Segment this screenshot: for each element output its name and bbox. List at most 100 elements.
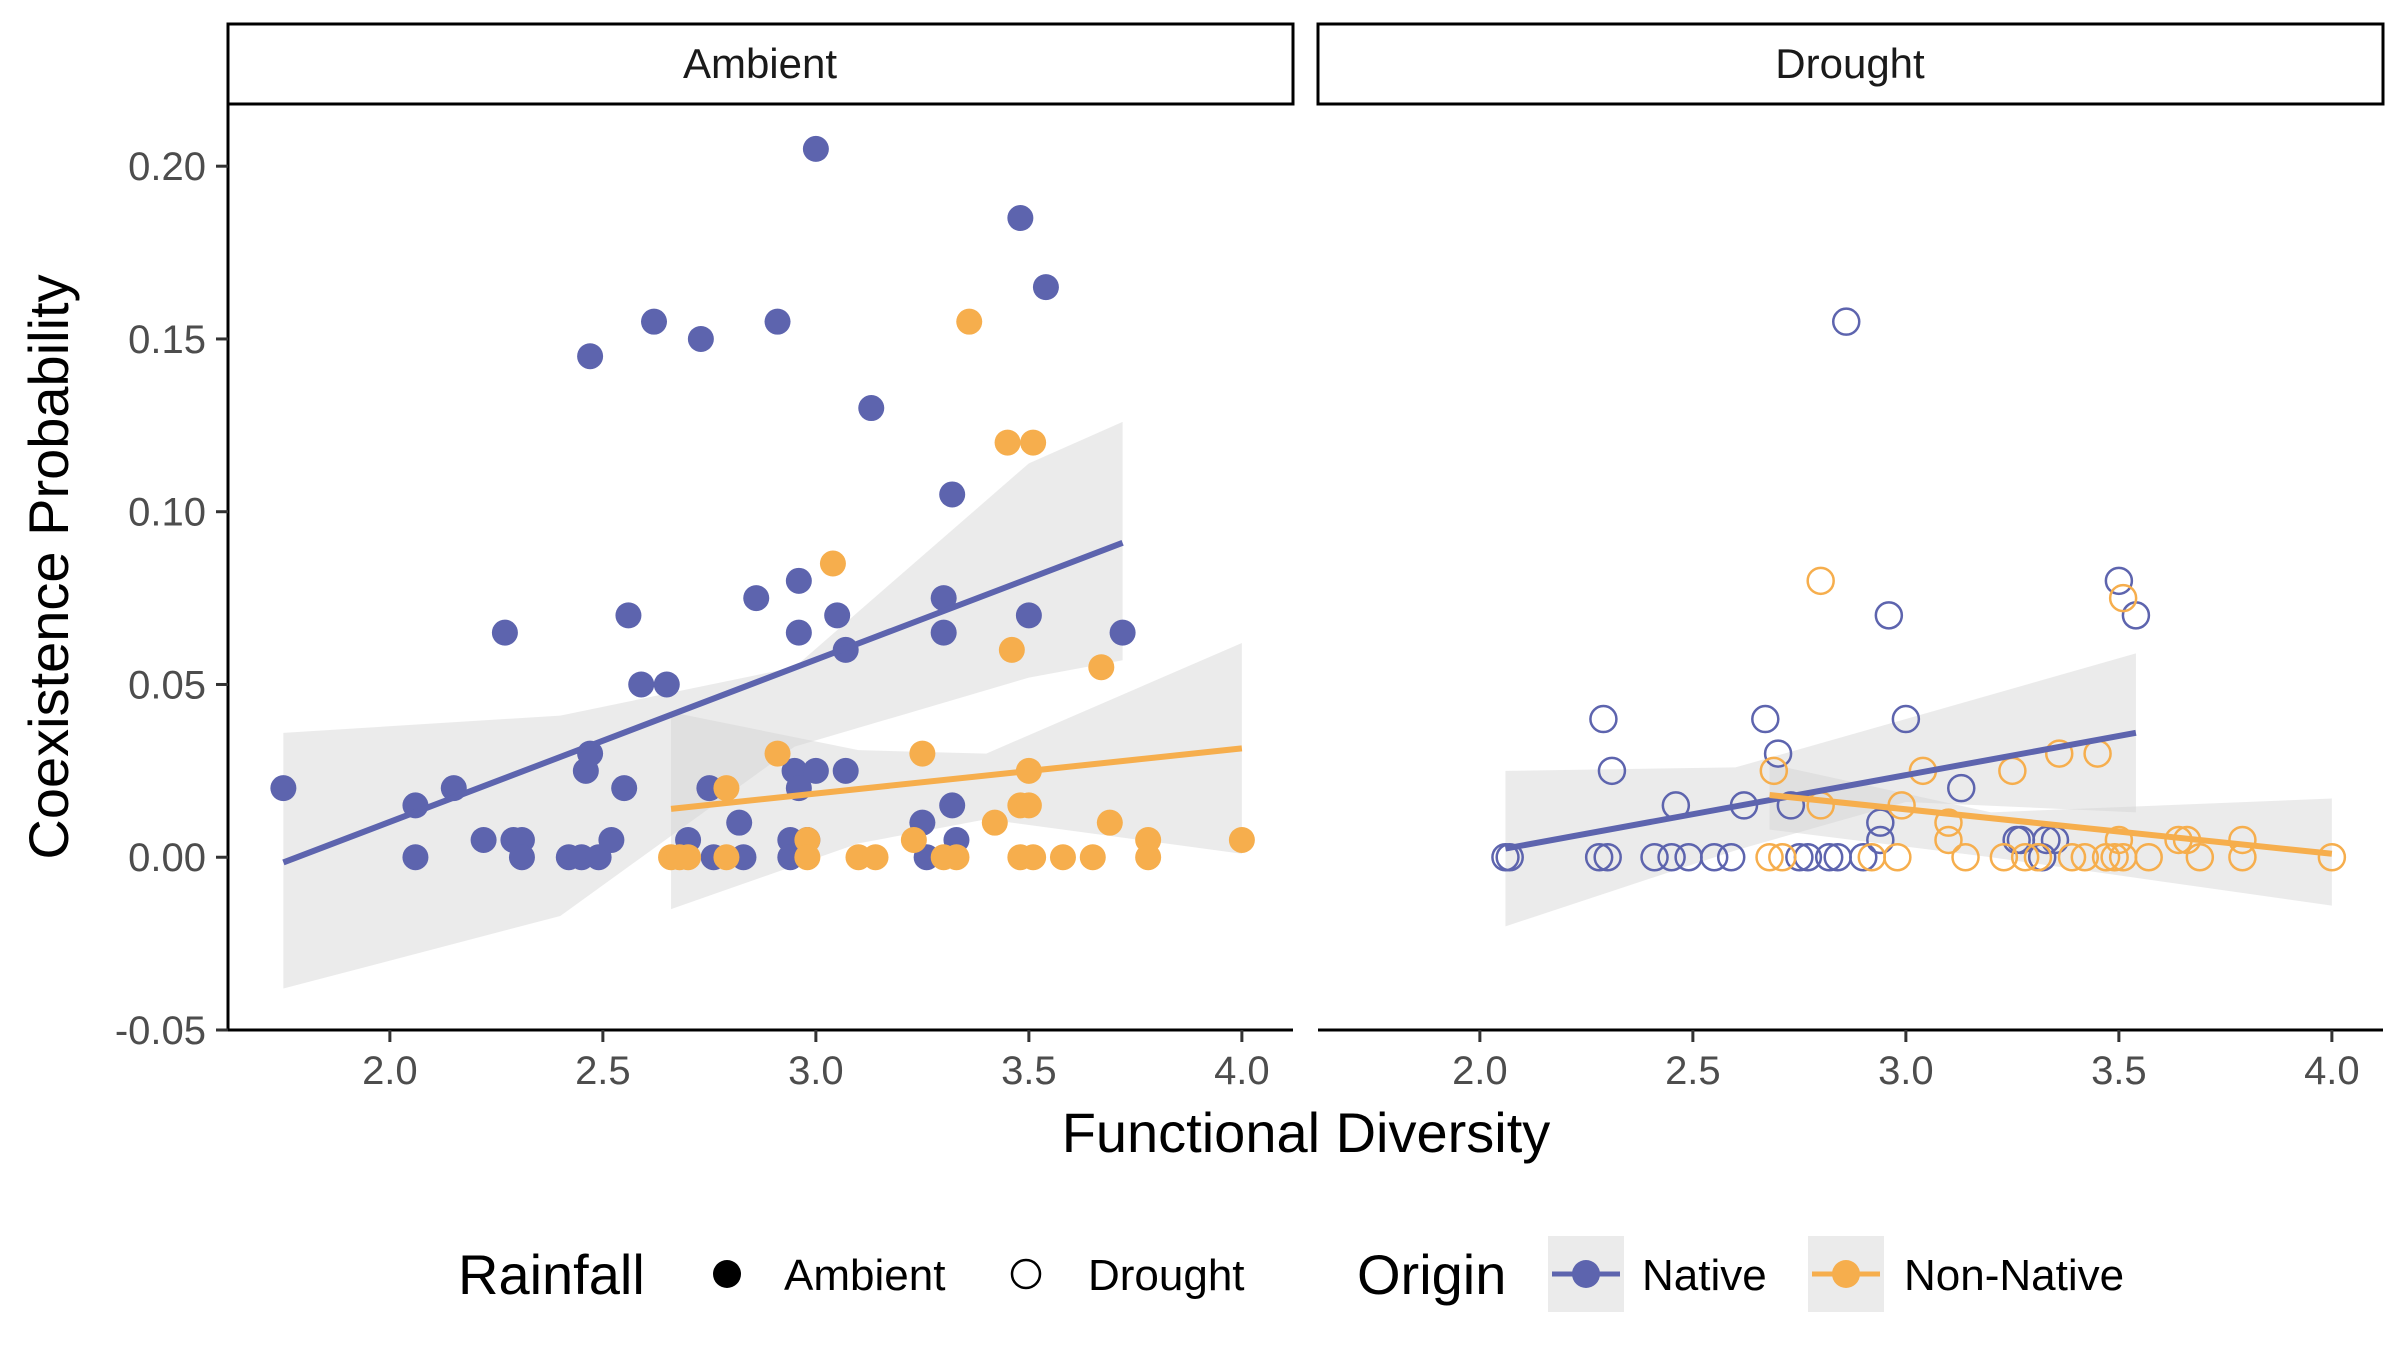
point-non-native	[2228, 825, 2257, 855]
point-non-native	[1755, 842, 1784, 872]
point-non-native	[1096, 809, 1123, 836]
y-tick-label: 0.05	[128, 663, 206, 707]
facet-strip-ambient: Ambient	[226, 22, 1295, 106]
point-native	[1891, 704, 1921, 734]
point-native	[1785, 842, 1814, 872]
point-native	[1589, 704, 1618, 734]
point-non-native	[1768, 842, 1797, 872]
point-native	[628, 671, 655, 698]
point-native	[1776, 791, 1806, 820]
point-native	[1814, 842, 1844, 872]
legend-label-drought: Drought	[1088, 1251, 1245, 1300]
point-non-native	[1989, 842, 2019, 872]
point-non-native	[2104, 825, 2134, 855]
x-tick-label: 2.0	[1452, 1049, 1508, 1093]
legend-key-drought	[1010, 1258, 1042, 1290]
x-axis-title: Functional Diversity	[1062, 1101, 1551, 1164]
point-non-native	[1135, 844, 1162, 871]
point-native	[1007, 205, 1034, 232]
point-native	[1584, 842, 1614, 872]
point-non-native	[2010, 842, 2040, 872]
point-non-native	[1934, 825, 1963, 855]
point-native	[743, 585, 770, 612]
axes	[226, 104, 2383, 1032]
point-native	[687, 325, 714, 352]
point-non-native	[2185, 842, 2215, 872]
point-non-native	[713, 775, 740, 802]
fit-line-native	[1504, 729, 2137, 852]
x-tick-label: 3.5	[2091, 1049, 2147, 1093]
point-non-native	[675, 844, 702, 871]
legend: Rainfall Ambient Drought Origin Native N…	[458, 1236, 2124, 1312]
x-ticks: 2.0 2.5 3.0 3.5 4.0 2.0 2.5 3.0 3.5 4.0	[362, 1030, 2360, 1093]
x-tick-label: 2.5	[575, 1049, 631, 1093]
legend-title-rainfall: Rainfall	[458, 1243, 645, 1306]
point-non-native	[1079, 844, 1106, 871]
x-tick-label: 4.0	[2304, 1049, 2360, 1093]
point-native	[1831, 307, 1861, 336]
point-native	[1849, 842, 1878, 872]
point-non-native	[981, 809, 1008, 836]
point-native	[939, 481, 966, 508]
point-non-native	[713, 844, 740, 871]
y-tick-label: -0.05	[115, 1009, 206, 1053]
point-native	[598, 826, 625, 853]
x-tick-label: 3.0	[1878, 1049, 1934, 1093]
point-native	[1015, 602, 1042, 629]
point-non-native	[956, 308, 983, 335]
point-native	[641, 308, 667, 335]
point-non-native	[764, 740, 791, 767]
fit-line-non-native	[1769, 792, 2333, 857]
legend-label-non-native: Non-Native	[1904, 1251, 2124, 1300]
point-non-native	[794, 844, 821, 871]
fit-line-non-native	[670, 745, 1243, 812]
legend-key-native	[1548, 1236, 1624, 1312]
x-tick-label: 3.0	[788, 1049, 844, 1093]
point-native	[802, 757, 829, 784]
point-native	[1640, 842, 1669, 872]
point-native	[1699, 842, 1729, 872]
strip-label-drought: Drought	[1775, 40, 1925, 87]
point-non-native	[1759, 756, 1789, 786]
point-non-native	[998, 636, 1025, 663]
x-tick-label: 2.0	[362, 1049, 418, 1093]
point-native	[615, 602, 642, 629]
point-non-native	[2134, 842, 2163, 872]
facet-strip-drought: Drought	[1316, 22, 2385, 106]
point-non-native	[2317, 842, 2347, 872]
point-non-native	[1951, 842, 1980, 872]
point-native	[726, 809, 753, 836]
panel-drought	[1491, 307, 2347, 927]
point-native	[1947, 773, 1976, 803]
point-non-native	[2100, 842, 2129, 872]
x-tick-label: 4.0	[1214, 1049, 1270, 1093]
legend-label-ambient: Ambient	[784, 1251, 945, 1300]
point-native	[2104, 566, 2134, 596]
point-non-native	[1049, 844, 1076, 871]
point-native	[1866, 825, 1895, 855]
confidence-ribbon-non-native	[1769, 763, 2332, 906]
point-non-native	[1088, 654, 1115, 681]
point-non-native	[2108, 583, 2138, 613]
point-native	[1751, 704, 1780, 734]
fit-line-native	[282, 540, 1124, 866]
y-tick-label: 0.20	[128, 145, 206, 189]
strip-label-ambient: Ambient	[683, 40, 837, 87]
legend-key-ambient	[713, 1260, 741, 1288]
point-native	[611, 775, 638, 802]
point-non-native	[819, 550, 846, 577]
x-tick-label: 3.5	[1001, 1049, 1057, 1093]
point-native	[653, 671, 680, 698]
point-non-native	[1020, 844, 1047, 871]
point-native	[1593, 842, 1622, 872]
point-non-native	[1228, 826, 1255, 853]
y-axis-title: Coexistence Probability	[17, 274, 80, 859]
point-native	[270, 775, 297, 802]
point-native	[832, 757, 859, 784]
legend-label-native: Native	[1642, 1251, 1767, 1300]
point-non-native	[862, 844, 889, 871]
point-native	[1716, 842, 1746, 872]
point-native	[930, 619, 957, 646]
point-native	[785, 619, 812, 646]
